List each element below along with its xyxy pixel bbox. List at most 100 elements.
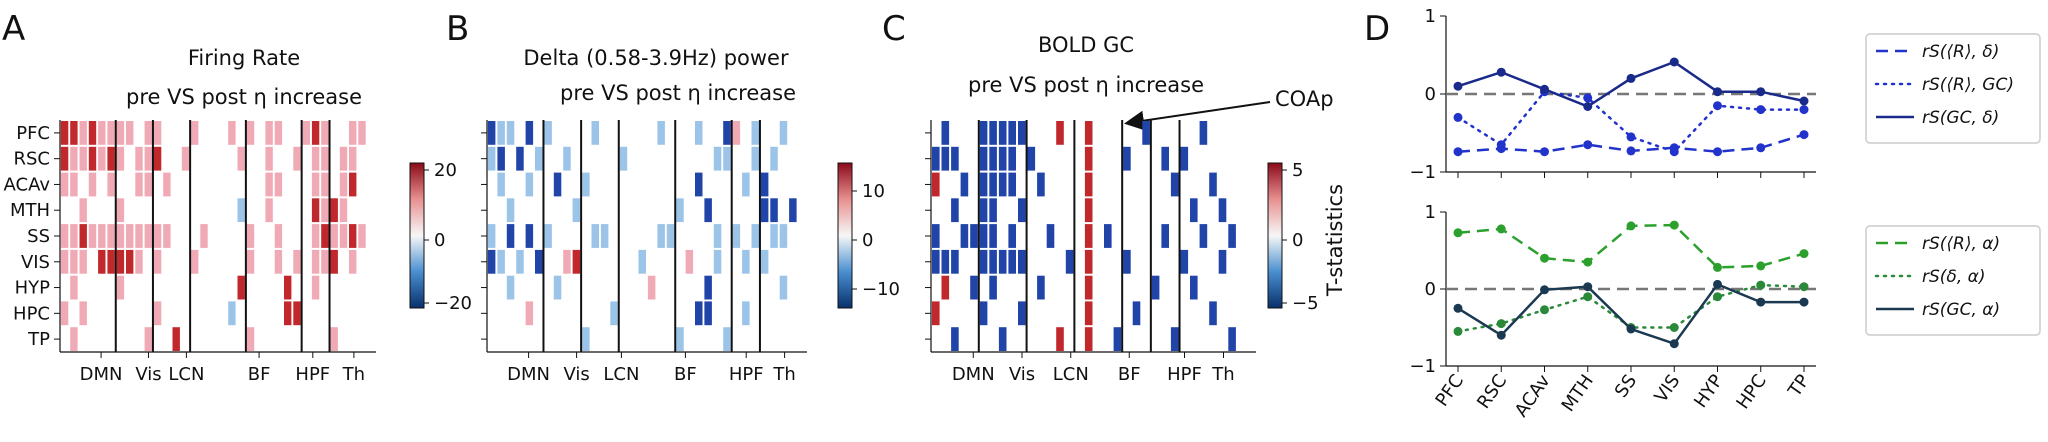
heatmap-a-cell xyxy=(293,301,301,326)
heatmap-c-cell xyxy=(1046,224,1055,248)
heatmap-a-cell xyxy=(237,146,245,171)
heatmap-c-cell xyxy=(1027,146,1036,171)
subplot-d2-data-point xyxy=(1540,285,1549,295)
heatmap-a-cell xyxy=(349,146,357,171)
heatmap-a-cell xyxy=(321,198,329,223)
heatmap-c-cell xyxy=(979,121,988,145)
heatmap-a-cell xyxy=(237,275,245,300)
heatmap-b-cell xyxy=(723,121,731,145)
heatmap-c-cell xyxy=(1008,172,1016,197)
heatmap-b-cell xyxy=(497,249,505,274)
panel-b-title-line1: Delta (0.58-3.9Hz) power xyxy=(523,46,789,70)
heatmap-a-cell xyxy=(311,224,320,248)
heatmap-a-cell xyxy=(144,224,152,248)
heatmap-b-cell xyxy=(779,275,788,300)
heatmap-c-cell xyxy=(941,275,950,300)
heatmap-c-group-label: DMN xyxy=(952,364,995,385)
heatmap-c-cell xyxy=(1123,146,1131,171)
heatmap-c-cell xyxy=(932,249,940,274)
heatmap-b-cell xyxy=(553,275,562,300)
heatmap-a-cell xyxy=(321,249,329,274)
heatmap-a-cell xyxy=(181,146,190,171)
heatmap-a-cell xyxy=(246,327,255,351)
heatmap-c-cell xyxy=(951,198,959,223)
heatmap-b-cell xyxy=(695,172,703,197)
heatmap-a-cell xyxy=(265,146,273,171)
heatmap-a-cell xyxy=(116,146,125,171)
heatmap-a-cell xyxy=(358,224,366,248)
subplot-d1-data-point xyxy=(1756,143,1766,153)
heatmap-a-cell xyxy=(98,249,106,274)
heatmap-c-cell xyxy=(998,121,1007,145)
heatmap-a-cell xyxy=(135,172,143,197)
heatmap-a-cell xyxy=(60,146,69,171)
heatmap-a-row-label: PFC xyxy=(16,123,50,144)
heatmap-b-cell xyxy=(572,198,581,223)
heatmap-c-cell xyxy=(1056,121,1064,145)
heatmap-c-cell xyxy=(1218,198,1227,223)
heatmap-c-cell xyxy=(941,121,950,145)
heatmap-a-row-label: RSC xyxy=(13,149,50,170)
subplot-d2-legend-label: rS(δ, α) xyxy=(1922,267,1985,287)
heatmap-a-cell xyxy=(311,121,320,145)
subplot-d1-data-point xyxy=(1583,102,1593,111)
subplot-d1-data-point xyxy=(1496,140,1506,150)
subplot-d1-data-point xyxy=(1756,105,1766,115)
colorbar-a-tick-label-top: 20 xyxy=(434,160,457,181)
subplot-d1-data-point xyxy=(1669,57,1679,67)
heatmap-b-cell xyxy=(704,198,712,223)
heatmap-b-group-label: Th xyxy=(772,364,795,385)
heatmap-b-cell xyxy=(487,146,496,171)
heatmap-a-cell xyxy=(228,121,236,145)
colorbar-a: 20 0 −20 xyxy=(409,160,472,314)
heatmap-c-cell xyxy=(979,172,988,197)
colorbar-a-tick-label-mid: 0 xyxy=(434,230,445,251)
heatmap-b-cell xyxy=(525,121,534,145)
heatmap-a-cell xyxy=(274,224,283,248)
heatmap-c-group-label: Th xyxy=(1211,364,1234,385)
colorbar-c-tick-label-bot: −5 xyxy=(1292,293,1319,314)
subplot-d2-series-line xyxy=(1457,282,1804,346)
heatmap-b-group-label: Vis xyxy=(563,364,589,385)
heatmap-a-row-label: VIS xyxy=(21,252,50,273)
colorbar-b-tick-label-mid: 0 xyxy=(862,230,873,251)
heatmap-a-group-label: HPF xyxy=(295,364,330,385)
heatmap-a-cell xyxy=(321,224,329,248)
subplot-d1-data-point xyxy=(1453,112,1463,122)
heatmap-a-cell xyxy=(70,249,78,274)
heatmap-b: DMN Vis LCN BF HPF Th xyxy=(481,120,807,385)
subplot-d1-y-tick-label: 0 xyxy=(1425,84,1436,105)
heatmap-a-group-label: BF xyxy=(248,364,271,385)
colorbar-a-gradient xyxy=(409,162,425,309)
heatmap-a-cell xyxy=(135,249,143,274)
heatmap-a-cell xyxy=(153,249,162,274)
heatmap-c-cell xyxy=(1008,249,1016,274)
heatmap-c-cell xyxy=(979,198,988,223)
subplot-d2-data-point xyxy=(1799,249,1809,259)
heatmap-c-cell xyxy=(960,172,969,197)
heatmap-a-cell xyxy=(339,198,348,223)
heatmap-b-cell xyxy=(544,224,552,248)
heatmap-b-cell xyxy=(525,301,534,326)
heatmap-b-cell xyxy=(779,121,788,145)
heatmap-a-cell xyxy=(70,146,78,171)
heatmap-a-cell xyxy=(88,121,97,145)
subplot-d2-data-point xyxy=(1713,262,1722,272)
heatmap-a-cell xyxy=(116,275,125,300)
heatmap-c-cell xyxy=(1132,301,1141,326)
heatmap-c-cell xyxy=(998,327,1007,351)
heatmap-a-cell xyxy=(79,198,87,223)
colorbar-a-tick-label-bot: −20 xyxy=(434,293,472,314)
subplot-d1-y-tick-label: 1 xyxy=(1425,6,1436,27)
subplot-d2-data-point xyxy=(1799,282,1809,292)
heatmap-c-group-label: HPF xyxy=(1167,364,1202,385)
heatmap-c-cell xyxy=(1218,249,1227,274)
heatmap-c-cell xyxy=(932,301,940,326)
subplot-d2-data-point xyxy=(1756,297,1766,307)
subplot-d2-data-point xyxy=(1453,326,1463,336)
heatmap-a-cell xyxy=(330,198,338,223)
heatmap-c-cell xyxy=(1018,198,1026,223)
heatmap-b-cell xyxy=(516,146,524,171)
heatmap-c-cell xyxy=(979,301,988,326)
